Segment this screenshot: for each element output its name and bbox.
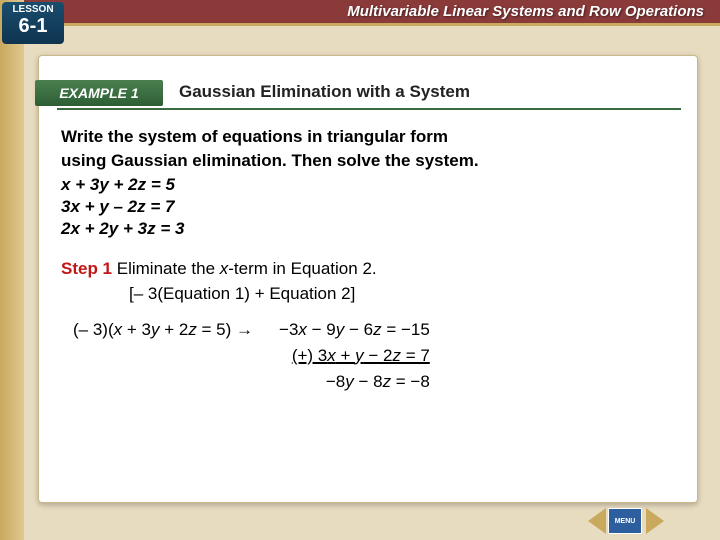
- menu-button[interactable]: MENU: [608, 508, 642, 534]
- next-button[interactable]: [646, 508, 664, 534]
- step-text-a: Eliminate the: [112, 259, 220, 278]
- step-sub: [– 3(Equation 1) + Equation 2]: [129, 283, 675, 305]
- header-title: Multivariable Linear Systems and Row Ope…: [347, 3, 704, 20]
- work-row-2: (+) 3x + y − 2z = 7: [279, 345, 430, 367]
- step-label: Step 1: [61, 259, 112, 278]
- example-ribbon: EXAMPLE 1: [35, 80, 163, 106]
- prompt-line-1: Write the system of equations in triangu…: [61, 126, 675, 148]
- main-panel: EXAMPLE 1 Gaussian Elimination with a Sy…: [38, 55, 698, 503]
- header-bar: Multivariable Linear Systems and Row Ope…: [24, 0, 720, 26]
- equation-1: x + 3y + 2z = 5: [61, 174, 675, 196]
- footer-nav: MENU: [588, 508, 664, 534]
- step-var: x: [220, 259, 229, 278]
- lesson-badge: LESSON 6-1: [2, 2, 64, 44]
- lesson-number: 6-1: [2, 15, 64, 38]
- work-area: (– 3)(x + 3y + 2z = 5) → −3x − 9y − 6z =…: [61, 319, 675, 397]
- step-1-row: Step 1 Eliminate the x-term in Equation …: [61, 258, 675, 280]
- equation-2: 3x + y – 2z = 7: [61, 196, 675, 218]
- work-right: −3x − 9y − 6z = −15 (+) 3x + y − 2z = 7 …: [279, 319, 460, 397]
- left-border: [0, 0, 24, 540]
- title-underline: [57, 108, 681, 110]
- lesson-label: LESSON: [2, 4, 64, 15]
- prompt-line-2: using Gaussian elimination. Then solve t…: [61, 150, 675, 172]
- example-title: Gaussian Elimination with a System: [179, 82, 470, 102]
- equation-3: 2x + 2y + 3z = 3: [61, 218, 675, 240]
- step-text-b: -term in Equation 2.: [228, 259, 376, 278]
- work-row-1: −3x − 9y − 6z = −15: [279, 319, 430, 341]
- work-row-3: −8y − 8z = −8: [279, 371, 430, 393]
- system-equations: x + 3y + 2z = 5 3x + y – 2z = 7 2x + 2y …: [61, 174, 675, 240]
- content-area: Write the system of equations in triangu…: [61, 126, 675, 397]
- prev-button[interactable]: [588, 508, 606, 534]
- work-left: (– 3)(x + 3y + 2z = 5) →: [61, 319, 253, 397]
